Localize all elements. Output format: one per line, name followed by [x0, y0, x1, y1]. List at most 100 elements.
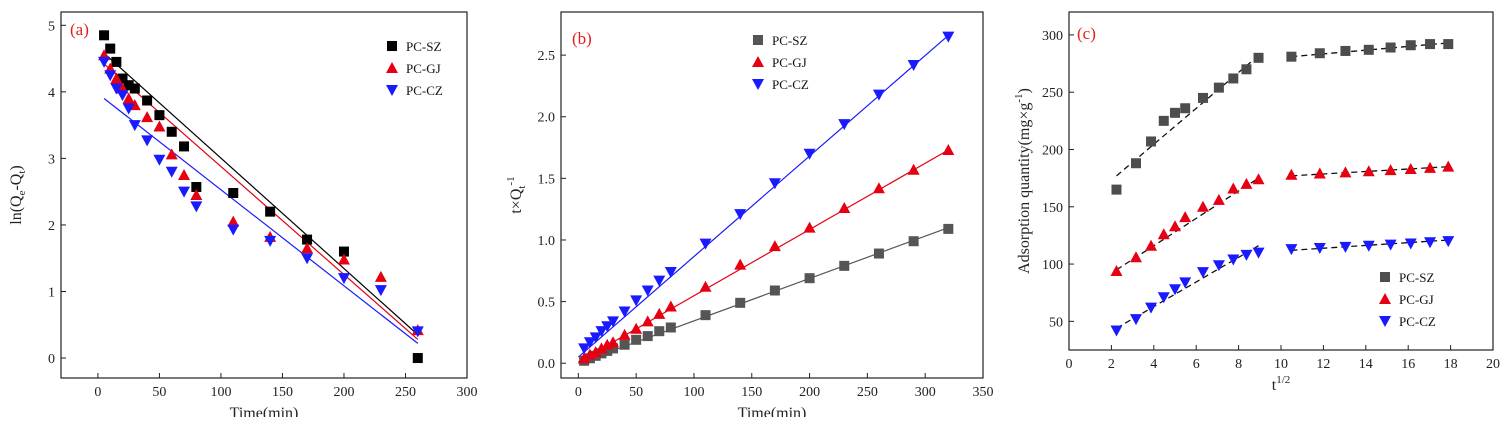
data-point — [1241, 64, 1252, 75]
fit-line — [577, 34, 949, 358]
data-point — [141, 135, 154, 147]
x-tick-label: 50 — [629, 385, 643, 400]
legend-label: PC-CZ — [1399, 314, 1436, 329]
data-point — [1314, 48, 1325, 59]
x-tick-label: 50 — [152, 385, 166, 400]
data-point — [302, 234, 313, 245]
data-point — [178, 186, 191, 198]
data-point — [165, 148, 178, 160]
data-point — [619, 339, 630, 350]
data-point — [653, 307, 666, 319]
data-point — [943, 223, 954, 234]
y-tick-label: 1 — [48, 285, 55, 300]
data-point — [595, 326, 608, 338]
y-axis-title: t×Qt-1 — [505, 176, 528, 213]
legend-label: PC-SZ — [1399, 270, 1434, 285]
data-point — [578, 343, 591, 355]
x-tick-label: 18 — [1444, 357, 1458, 372]
x-tick-label: 0 — [94, 385, 101, 400]
fit-line — [1291, 239, 1449, 251]
data-point — [1157, 228, 1170, 240]
data-point — [872, 182, 885, 194]
data-point — [1170, 107, 1180, 118]
data-point — [98, 56, 111, 68]
data-point — [734, 209, 747, 221]
data-point — [337, 253, 350, 265]
x-tick-label: 0 — [1066, 357, 1073, 372]
data-point — [1339, 166, 1352, 178]
data-point — [665, 322, 676, 333]
data-point — [1443, 39, 1454, 50]
data-point — [607, 316, 620, 328]
data-point — [942, 31, 955, 43]
legend-marker — [386, 62, 398, 73]
data-point — [1424, 161, 1437, 173]
data-point — [1145, 302, 1158, 314]
data-point — [664, 300, 677, 312]
x-tick-label: 4 — [1150, 357, 1157, 372]
data-point — [768, 240, 781, 252]
data-point — [1405, 40, 1416, 51]
x-tick-label: 6 — [1193, 357, 1200, 372]
fit-line — [103, 98, 419, 344]
data-point — [411, 326, 424, 338]
data-point — [1129, 314, 1142, 326]
fit-line — [103, 63, 419, 340]
data-point — [110, 83, 123, 95]
data-point — [1313, 167, 1326, 179]
data-point — [700, 310, 711, 321]
x-tick-label: 12 — [1316, 357, 1330, 372]
data-point — [301, 253, 314, 265]
data-point — [191, 182, 202, 193]
data-point — [412, 353, 423, 364]
x-tick-label: 2 — [1108, 357, 1115, 372]
x-tick-label: 14 — [1359, 357, 1373, 372]
data-point — [1384, 164, 1397, 176]
data-point — [227, 215, 240, 227]
y-tick-label: 2.0 — [538, 111, 556, 126]
data-point — [601, 321, 614, 333]
data-point — [153, 154, 166, 166]
x-tick-label: 100 — [683, 385, 704, 400]
data-point — [1111, 184, 1122, 195]
data-point — [630, 322, 643, 334]
data-point — [1196, 200, 1209, 212]
legend-label: PC-CZ — [772, 77, 809, 92]
data-point — [1340, 45, 1351, 56]
legend-label: PC-SZ — [406, 39, 441, 54]
data-point — [1339, 241, 1352, 253]
data-point — [641, 315, 654, 327]
x-tick-label: 16 — [1401, 357, 1415, 372]
data-point — [1228, 73, 1239, 84]
data-point — [1157, 292, 1170, 304]
panel-tag: (c) — [1077, 24, 1096, 43]
legend-label: PC-SZ — [772, 33, 807, 48]
x-tick-label: 250 — [395, 385, 416, 400]
data-point — [578, 352, 591, 364]
chart-panel-1: 0 50 100 150 200 250 300 0 1 2 3 4 5 Time(min) ln(Qe-Q… — [8, 11, 478, 422]
x-tick-label: 20 — [1486, 357, 1500, 372]
legend-label: PC-GJ — [406, 61, 441, 76]
data-point — [699, 280, 712, 292]
data-point — [141, 111, 154, 123]
x-tick-label: 10 — [1274, 357, 1288, 372]
data-point — [264, 235, 277, 247]
data-point — [1240, 177, 1253, 189]
data-point — [642, 331, 653, 342]
data-point — [653, 275, 666, 287]
data-point — [1158, 115, 1169, 126]
fit-line — [1291, 166, 1449, 177]
data-point — [838, 201, 851, 213]
data-point — [1252, 173, 1265, 185]
data-point — [618, 306, 631, 318]
data-point — [1110, 264, 1123, 276]
x-tick-label: 350 — [973, 385, 994, 400]
data-point — [589, 332, 602, 344]
y-tick-label: 5 — [48, 19, 55, 34]
data-point — [1404, 238, 1417, 250]
y-tick-label: 100 — [1042, 258, 1063, 273]
y-tick-label: 0.0 — [538, 357, 556, 372]
y-tick-label: 300 — [1042, 29, 1063, 44]
